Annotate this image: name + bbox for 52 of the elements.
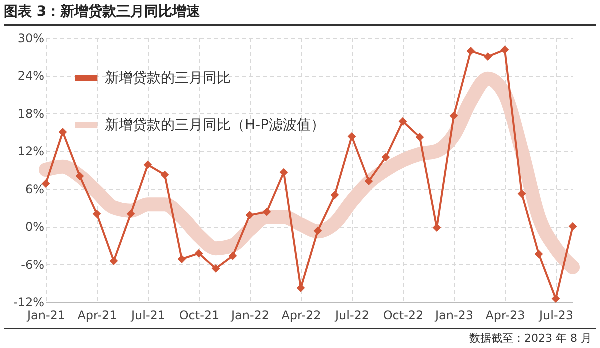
x-tick-label: Jan-21 (26, 308, 66, 322)
point (58, 128, 68, 136)
text: 数据截至：2023 年 8 月 (470, 331, 592, 346)
y-tick-label: 6% (25, 182, 44, 196)
y-tick-label: -12% (13, 296, 44, 310)
point (552, 294, 560, 304)
point (364, 177, 374, 186)
point (330, 190, 340, 200)
y-tick-label: 12% (18, 144, 44, 159)
y-tick-label: 30% (18, 32, 44, 46)
point (144, 160, 152, 170)
x-tick-label: Jul-23 (538, 308, 574, 322)
legend-label: 新增贷款的三月同比 (105, 70, 231, 86)
point (382, 153, 390, 162)
x-tick-label: Jan-22 (230, 308, 270, 322)
legend-label: 新增贷款的三月同比（H-P滤波值） (105, 118, 326, 134)
x-tick-label: Apr-23 (486, 308, 526, 322)
point (398, 117, 408, 126)
point (246, 211, 254, 220)
x-tick-label: Oct-21 (179, 308, 220, 322)
point (228, 252, 238, 260)
point (92, 210, 102, 218)
point (212, 264, 220, 273)
point (262, 208, 272, 216)
x-tick-label: Jul-21 (130, 308, 166, 322)
x-tick-label: Oct-22 (383, 308, 424, 322)
point (178, 255, 186, 264)
point (194, 249, 204, 258)
y-tick-label: 0% (25, 220, 44, 234)
point (416, 133, 424, 142)
x-tick-label: Jan-23 (434, 308, 474, 322)
point (518, 190, 526, 198)
point (314, 226, 322, 236)
x-tick-label: Apr-22 (282, 308, 322, 322)
y-tick-label: 24% (18, 69, 44, 84)
point (568, 222, 578, 231)
x-tick-label: Jul-22 (334, 308, 370, 322)
point (76, 172, 84, 180)
point (110, 256, 118, 266)
point (534, 250, 544, 258)
chart-title: 图表 3：新增贷款三月同比增速 (4, 3, 596, 26)
point (466, 47, 476, 56)
point (160, 170, 170, 180)
point (484, 52, 492, 62)
point (500, 46, 510, 54)
point (126, 210, 136, 218)
x-tick-label: Apr-21 (78, 308, 118, 322)
y-tick-label: 18% (18, 106, 44, 121)
point (450, 112, 458, 120)
point (280, 168, 288, 177)
point (348, 132, 356, 141)
y-tick-label: -6% (21, 258, 44, 272)
